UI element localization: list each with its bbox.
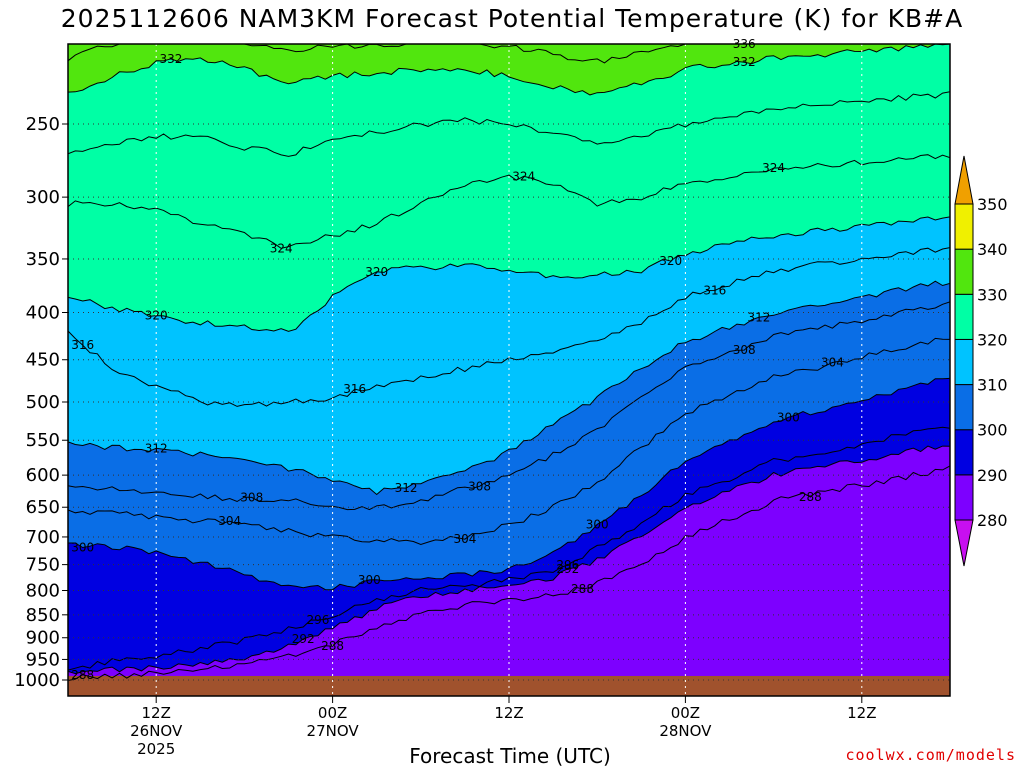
contour-label-296-0: 296 [306, 613, 329, 627]
colorbar-seg-310 [954, 338, 974, 386]
colorbar-seg-300 [954, 384, 974, 431]
y-tick-label-700: 700 [26, 527, 60, 548]
x-tick-label-6-line1: 12Z [142, 704, 171, 722]
contour-label-296-1: 296 [556, 558, 579, 572]
x-axis-label: Forecast Time (UTC) [409, 744, 611, 768]
contour-label-288-1: 288 [321, 639, 344, 653]
contour-label-312-1: 312 [395, 481, 418, 495]
contour-label-320-2: 320 [659, 254, 682, 268]
contour-label-308-0: 308 [240, 490, 263, 504]
y-tick-label-950: 950 [26, 649, 60, 670]
contour-label-332-1: 332 [733, 55, 756, 69]
contour-label-308-2: 308 [733, 343, 756, 357]
contour-label-316-0: 316 [71, 338, 94, 352]
colorbar-seg-330 [954, 248, 974, 295]
colorbar-seg-340 [954, 203, 974, 250]
fill-above-336 [68, 44, 950, 63]
colorbar-bottom-arrow [954, 519, 974, 567]
y-tick-label-550: 550 [26, 430, 60, 451]
contour-label-288-2: 288 [571, 582, 594, 596]
colorbar-label-310: 310 [977, 376, 1008, 395]
contour-label-324-0: 324 [270, 241, 293, 255]
contour-label-308-1: 308 [468, 479, 491, 493]
contour-312 [68, 280, 950, 496]
y-tick-label-800: 800 [26, 581, 60, 602]
y-tick-label-1000: 1000 [14, 670, 60, 691]
contour-label-332-0: 332 [159, 52, 182, 66]
y-tick-label-850: 850 [26, 605, 60, 626]
contour-label-304-2: 304 [821, 356, 844, 370]
y-tick-label-450: 450 [26, 350, 60, 371]
contour-label-300-3: 300 [777, 410, 800, 424]
contour-label-288-0: 288 [71, 668, 94, 682]
y-tick-label-400: 400 [26, 303, 60, 324]
y-tick-label-650: 650 [26, 497, 60, 518]
contour-288 [68, 465, 950, 681]
contour-label-324-2: 324 [762, 161, 785, 175]
y-tick-label-300: 300 [26, 187, 60, 208]
contour-296 [68, 426, 950, 671]
colorbar-label-350: 350 [977, 195, 1008, 214]
contour-label-312-0: 312 [145, 441, 168, 455]
colorbar-label-340: 340 [977, 240, 1008, 259]
contour-labels: 2882882882882922922962963003003003003043… [71, 37, 844, 682]
y-tick-label-250: 250 [26, 114, 60, 135]
colorbar-label-290: 290 [977, 466, 1008, 485]
y-tick-label-500: 500 [26, 392, 60, 413]
contour-336 [68, 44, 950, 64]
colorbar-label-300: 300 [977, 421, 1008, 440]
y-axis: 2503003504004505005506006507007508008509… [14, 114, 68, 691]
credit-text: coolwx.com/models [845, 746, 1016, 764]
x-tick-label-42-line1: 00Z [671, 704, 700, 722]
contour-320 [68, 216, 950, 332]
contour-fills [68, 44, 950, 696]
contour-label-292-0: 292 [292, 632, 315, 646]
y-tick-label-750: 750 [26, 555, 60, 576]
x-tick-label-6-line2: 26NOV [130, 722, 183, 740]
contour-label-300-2: 300 [586, 517, 609, 531]
x-tick-label-42-line2: 28NOV [659, 722, 712, 740]
contour-label-288-3: 288 [799, 490, 822, 504]
contour-label-292-1: 292 [556, 562, 579, 576]
contour-332 [68, 44, 950, 96]
grid-lines [68, 44, 950, 696]
contour-label-316-1: 316 [343, 382, 366, 396]
contour-label-316-2: 316 [703, 284, 726, 298]
colorbar: 280 290 300 310 320 330 340 350 [954, 155, 1008, 567]
colorbar-label-280: 280 [977, 511, 1008, 530]
contour-label-304-1: 304 [453, 532, 476, 546]
x-tick-label-30-line1: 12Z [494, 704, 523, 722]
colorbar-label-330: 330 [977, 285, 1008, 304]
y-tick-label-900: 900 [26, 628, 60, 649]
colorbar-seg-320 [954, 293, 974, 340]
contour-label-320-1: 320 [365, 265, 388, 279]
colorbar-seg-280 [954, 474, 974, 521]
y-tick-label-600: 600 [26, 465, 60, 486]
chart-title: 2025112606 NAM3KM Forecast Potential Tem… [60, 4, 964, 33]
y-tick-label-350: 350 [26, 249, 60, 270]
ground-terrain [68, 675, 950, 696]
x-tick-label-18-line2: 27NOV [307, 722, 360, 740]
x-tick-label-54-line1: 12Z [847, 704, 876, 722]
contour-304 [68, 337, 950, 546]
colorbar-seg-290 [954, 429, 974, 476]
contour-label-320-0: 320 [145, 309, 168, 323]
x-tick-label-6-line3: 2025 [137, 740, 175, 758]
colorbar-top-arrow [954, 155, 974, 205]
contour-324 [68, 154, 950, 249]
contour-label-312-2: 312 [747, 310, 770, 324]
x-tick-label-18-line1: 00Z [318, 704, 347, 722]
contour-label-304-0: 304 [218, 514, 241, 528]
contour-label-300-0: 300 [71, 541, 94, 555]
colorbar-label-320: 320 [977, 330, 1008, 349]
contour-328 [68, 91, 950, 157]
contour-label-324-1: 324 [512, 169, 535, 183]
contour-label-300-1: 300 [358, 573, 381, 587]
